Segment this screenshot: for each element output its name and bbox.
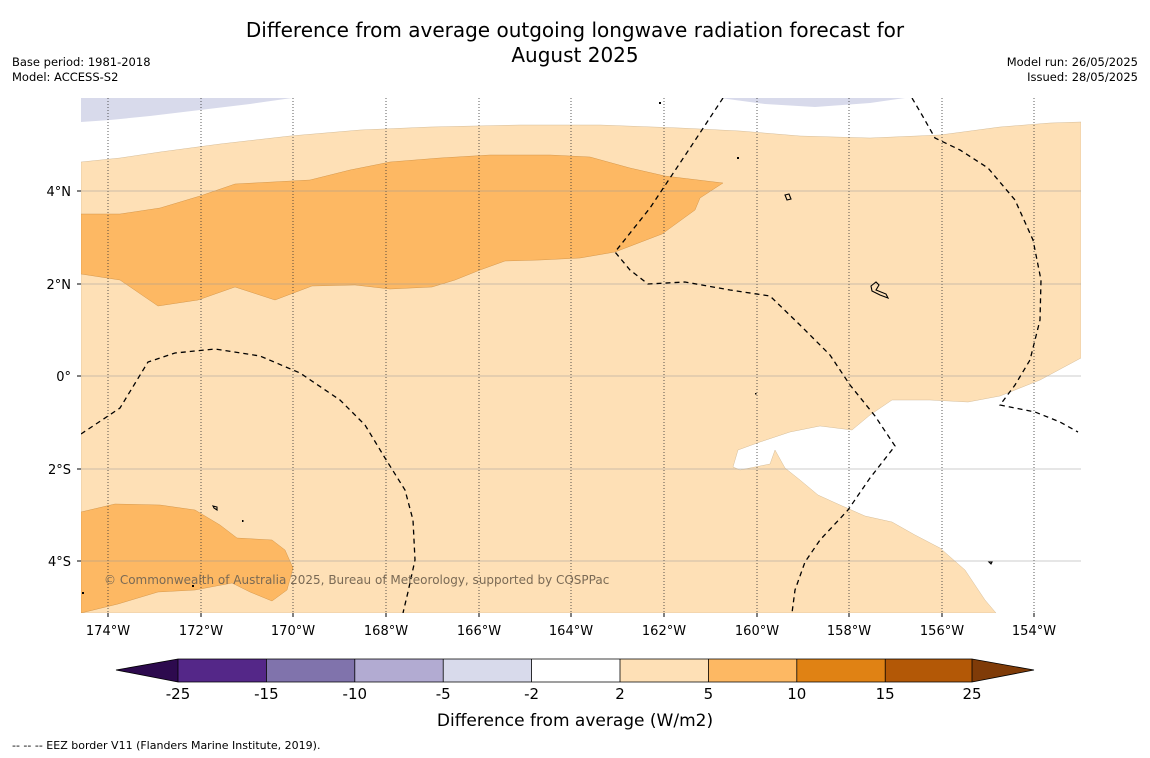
eez-border-east <box>911 98 1079 433</box>
island-south-west <box>211 505 218 512</box>
lavender-region-top-left <box>81 98 292 122</box>
colorbar-label: -25 <box>166 685 191 703</box>
lon-label: 164°W <box>549 624 593 639</box>
meta-left: Base period: 1981-2018 Model: ACCESS-S2 <box>12 55 151 85</box>
lon-label: 154°W <box>1012 624 1056 639</box>
colorbar-extend-high <box>972 659 1034 682</box>
island-dots <box>82 102 757 594</box>
lon-label: 168°W <box>364 624 408 639</box>
copyright-notice: © Commonwealth of Australia 2025, Bureau… <box>104 573 609 587</box>
orange-region-north <box>81 154 724 307</box>
orange-region-south <box>81 503 294 613</box>
colorbar-segment <box>796 659 886 682</box>
eez-footnote: -- -- -- EEZ border V11 (Flanders Marine… <box>12 739 321 752</box>
lon-label: 162°W <box>642 624 686 639</box>
colorbar-label: -5 <box>436 685 451 703</box>
colorbar-label: 10 <box>787 685 806 703</box>
lon-tick-marks <box>107 613 1035 617</box>
islands <box>211 193 993 565</box>
colorbar-segment <box>266 659 355 682</box>
title-line-1: Difference from average outgoing longwav… <box>245 18 905 42</box>
lon-label: 174°W <box>86 624 130 639</box>
colorbar-label: -10 <box>343 685 368 703</box>
lon-labels: 174°W 172°W 170°W 168°W 166°W 164°W 162°… <box>86 624 1056 639</box>
colorbar-label: -2 <box>524 685 539 703</box>
lon-label: 172°W <box>179 624 223 639</box>
colorbar-label: 15 <box>876 685 895 703</box>
lon-label: 170°W <box>271 624 315 639</box>
lat-label: 2°S <box>48 463 71 478</box>
colorbar-title: Difference from average (W/m2) <box>437 711 713 731</box>
base-period: Base period: 1981-2018 <box>12 55 151 69</box>
colorbar-segment <box>354 659 444 682</box>
lavender-region-top-right <box>720 98 905 107</box>
colorbar-label: 25 <box>962 685 981 703</box>
model-name: Model: ACCESS-S2 <box>12 70 119 84</box>
lat-label: 4°S <box>48 555 71 570</box>
colorbar-dividers <box>177 659 973 682</box>
eez-border-west <box>81 348 416 613</box>
colorbar-label: -15 <box>254 685 279 703</box>
colorbar-segment <box>708 659 797 682</box>
title-line-2: August 2025 <box>511 43 639 67</box>
colorbar-segment <box>620 659 709 682</box>
colorbar-labels: -25 -15 -10 -5 -2 2 5 10 15 25 <box>166 685 982 703</box>
latitude-gridlines <box>81 190 1081 562</box>
lat-label: 0° <box>56 370 71 385</box>
lon-label: 166°W <box>457 624 501 639</box>
issued-date: Issued: 28/05/2025 <box>1027 70 1138 84</box>
lon-label: 160°W <box>735 624 779 639</box>
lat-label: 4°N <box>47 185 72 200</box>
lat-labels: 4°N 2°N 0° 2°S 4°S <box>47 185 72 570</box>
island-southeast <box>987 561 993 565</box>
island-kiritimati <box>870 281 890 300</box>
lon-label: 156°W <box>920 624 964 639</box>
eez-borders <box>81 98 1079 613</box>
colorbar-segment <box>443 659 532 682</box>
meta-right: Model run: 26/05/2025 Issued: 28/05/2025 <box>1007 55 1138 85</box>
lat-label: 2°N <box>47 278 72 293</box>
lon-label: 158°W <box>827 624 871 639</box>
eez-border-central <box>614 98 896 613</box>
island-northwest <box>784 193 792 201</box>
colorbar-segment <box>178 659 267 682</box>
chart-title: Difference from average outgoing longwav… <box>0 18 1150 68</box>
model-run: Model run: 26/05/2025 <box>1006 55 1138 69</box>
map-area: © Commonwealth of Australia 2025, Bureau… <box>81 98 1081 613</box>
colorbar-label: 2 <box>615 685 625 703</box>
colorbar-segment <box>885 659 972 682</box>
colorbar-label: 5 <box>704 685 714 703</box>
colorbar-extend-low <box>116 659 178 682</box>
colorbar: -25 -15 -10 -5 -2 2 5 10 15 25 Differenc… <box>115 658 1035 731</box>
colorbar-segment <box>531 659 620 682</box>
lat-tick-marks <box>77 190 81 562</box>
longitude-gridlines <box>107 98 1035 613</box>
